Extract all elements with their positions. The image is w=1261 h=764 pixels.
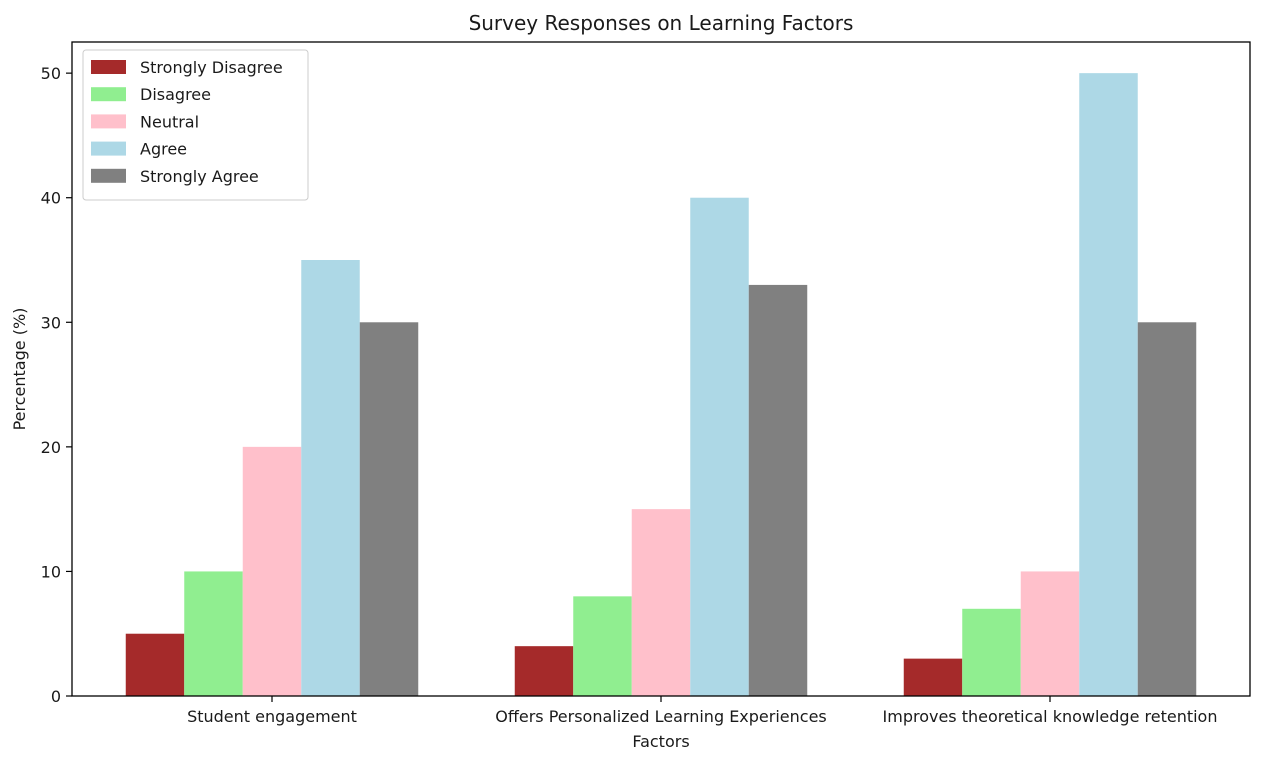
x-tick-label: Student engagement	[187, 707, 357, 726]
legend-label-strongly-disagree: Strongly Disagree	[140, 58, 283, 77]
bar-agree-3	[1079, 73, 1138, 696]
bar-neutral-1	[242, 446, 302, 696]
plot-frame	[71, 41, 1251, 697]
bar-strongly-agree-2	[748, 284, 808, 696]
bar-disagree-2	[573, 596, 632, 696]
legend-swatch-strongly-agree	[91, 168, 126, 183]
legend-label-neutral: Neutral	[140, 112, 199, 131]
legend-swatch-agree	[91, 141, 126, 156]
bar-strongly-disagree-2	[514, 646, 574, 696]
bar-disagree-3	[962, 608, 1021, 696]
bar-strongly-disagree-3	[903, 658, 963, 696]
y-tick-label: 40	[41, 189, 61, 208]
y-tick-label: 30	[41, 313, 61, 332]
y-tick-label: 50	[41, 64, 61, 83]
y-tick-label: 10	[41, 562, 61, 581]
bar-agree-2	[690, 197, 749, 696]
bar-disagree-1	[184, 571, 243, 696]
x-axis-label: Factors	[632, 732, 689, 751]
chart-title: Survey Responses on Learning Factors	[469, 11, 854, 35]
y-axis: 0 10 20 30 40 50	[41, 64, 72, 706]
legend-frame	[82, 49, 309, 201]
legend: Strongly Disagree Disagree Neutral Agree Str…	[82, 49, 309, 201]
legend-label-disagree: Disagree	[140, 85, 211, 104]
bar-strongly-agree-3	[1137, 322, 1197, 696]
y-tick-label: 20	[41, 438, 61, 457]
bar-strongly-disagree-1	[125, 633, 185, 696]
x-tick-label: Offers Personalized Learning Experiences	[495, 707, 827, 726]
legend-label-agree: Agree	[140, 140, 187, 159]
legend-swatch-disagree	[91, 87, 126, 102]
y-tick-label: 0	[51, 687, 61, 706]
bars-layer	[125, 73, 1197, 696]
legend-swatch-neutral	[91, 114, 126, 129]
x-tick-label: Improves theoretical knowledge retention	[883, 707, 1218, 726]
legend-swatch-strongly-disagree	[91, 60, 126, 74]
bar-agree-1	[301, 260, 360, 696]
bar-neutral-2	[631, 509, 691, 696]
bar-neutral-3	[1020, 571, 1080, 696]
x-axis: Student engagement Offers Personalized Le…	[187, 696, 1217, 726]
y-axis-label: Percentage (%)	[10, 308, 29, 431]
legend-label-strongly-agree: Strongly Agree	[140, 167, 259, 186]
bar-strongly-agree-1	[359, 322, 419, 696]
